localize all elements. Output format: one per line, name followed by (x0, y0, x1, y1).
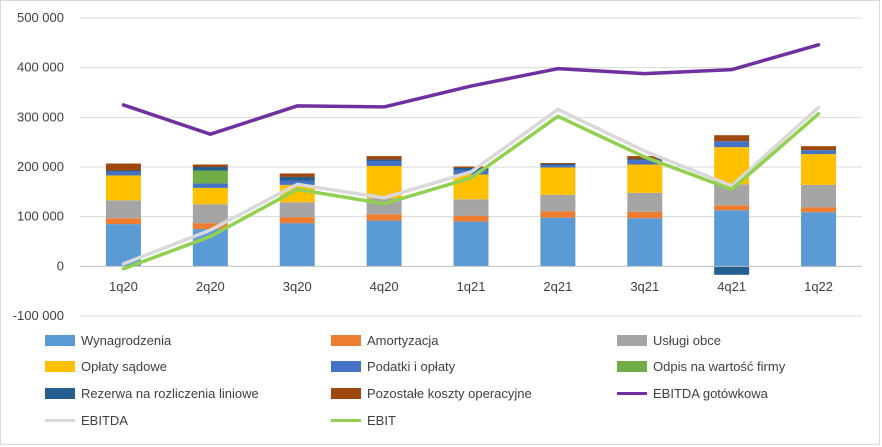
bar-segment (801, 207, 837, 213)
bar-segment (366, 161, 402, 167)
bar-segment (801, 212, 837, 267)
bar-segment (714, 266, 750, 275)
bar-segment (366, 220, 402, 267)
bar-segment (192, 170, 228, 184)
bar-segment (453, 215, 489, 222)
x-tick-label: 1q21 (457, 279, 486, 294)
bar-segment (192, 187, 228, 205)
bar-segment (627, 160, 663, 165)
bar-segment (105, 170, 141, 172)
bar-segment (105, 175, 141, 201)
y-tick-label: 400 000 (17, 60, 64, 75)
x-tick-label: 1q22 (804, 279, 833, 294)
bar-segment (105, 200, 141, 219)
bar-segment (540, 194, 576, 212)
bar-segment (714, 210, 750, 267)
bar-segment (801, 154, 837, 185)
bar-segment (453, 221, 489, 267)
bar-segment (192, 164, 228, 167)
bar-segment (627, 164, 663, 193)
bar-segment (801, 184, 837, 208)
y-tick-label: 0 (57, 258, 64, 273)
y-tick-label: -100 000 (13, 308, 64, 323)
bar-segment (105, 171, 141, 176)
x-tick-label: 4q21 (717, 279, 746, 294)
bar-segment (714, 135, 750, 142)
bar-segment (366, 156, 402, 160)
bar-segment (279, 217, 315, 224)
y-tick-label: 300 000 (17, 109, 64, 124)
bar-segment (366, 214, 402, 221)
y-tick-label: 100 000 (17, 209, 64, 224)
bar-segment (192, 167, 228, 171)
x-axis-ticks: 1q20 2q20 3q20 4q20 1q21 2q21 3q21 4q21 1q22 (109, 279, 833, 294)
bar-segment (540, 163, 576, 165)
x-tick-label: 1q20 (109, 279, 138, 294)
bar-segment (279, 173, 315, 177)
bar-segment (801, 150, 837, 155)
bar-segment (801, 146, 837, 151)
bar-segment (540, 165, 576, 168)
bar-segment (540, 167, 576, 195)
series-line (121, 105, 821, 266)
bars (105, 135, 837, 275)
x-tick-label: 2q21 (543, 279, 572, 294)
bar-segment (714, 184, 750, 206)
x-tick-label: 3q21 (630, 279, 659, 294)
lines (121, 43, 821, 271)
bar-segment (714, 141, 750, 148)
bar-segment (540, 211, 576, 218)
y-axis-ticks: 500 000 400 000 300 000 200 000 100 000 0 -100… (13, 10, 64, 323)
y-tick-label: 500 000 (17, 10, 64, 25)
series-line (121, 112, 821, 271)
x-tick-label: 4q20 (370, 279, 399, 294)
bar-segment (627, 218, 663, 267)
bar-segment (366, 159, 402, 162)
bar-segment (192, 204, 228, 224)
series-line (121, 43, 821, 136)
bar-segment (540, 164, 576, 166)
bar-segment (105, 218, 141, 225)
x-tick-label: 3q20 (283, 279, 312, 294)
bar-segment (627, 192, 663, 212)
bar-segment (540, 217, 576, 267)
bar-segment (279, 202, 315, 218)
x-tick-label: 2q20 (196, 279, 225, 294)
bar-segment (192, 223, 228, 230)
bar-segment (627, 211, 663, 219)
bar-segment (105, 163, 141, 171)
bar-segment (192, 183, 228, 188)
bar-segment (714, 205, 750, 211)
bar-segment (453, 199, 489, 216)
bar-segment (453, 166, 489, 168)
bar-segment (279, 223, 315, 267)
bar-segment (279, 176, 315, 181)
y-tick-label: 200 000 (17, 159, 64, 174)
bar-segment (627, 159, 663, 161)
bar-segment (453, 167, 489, 170)
